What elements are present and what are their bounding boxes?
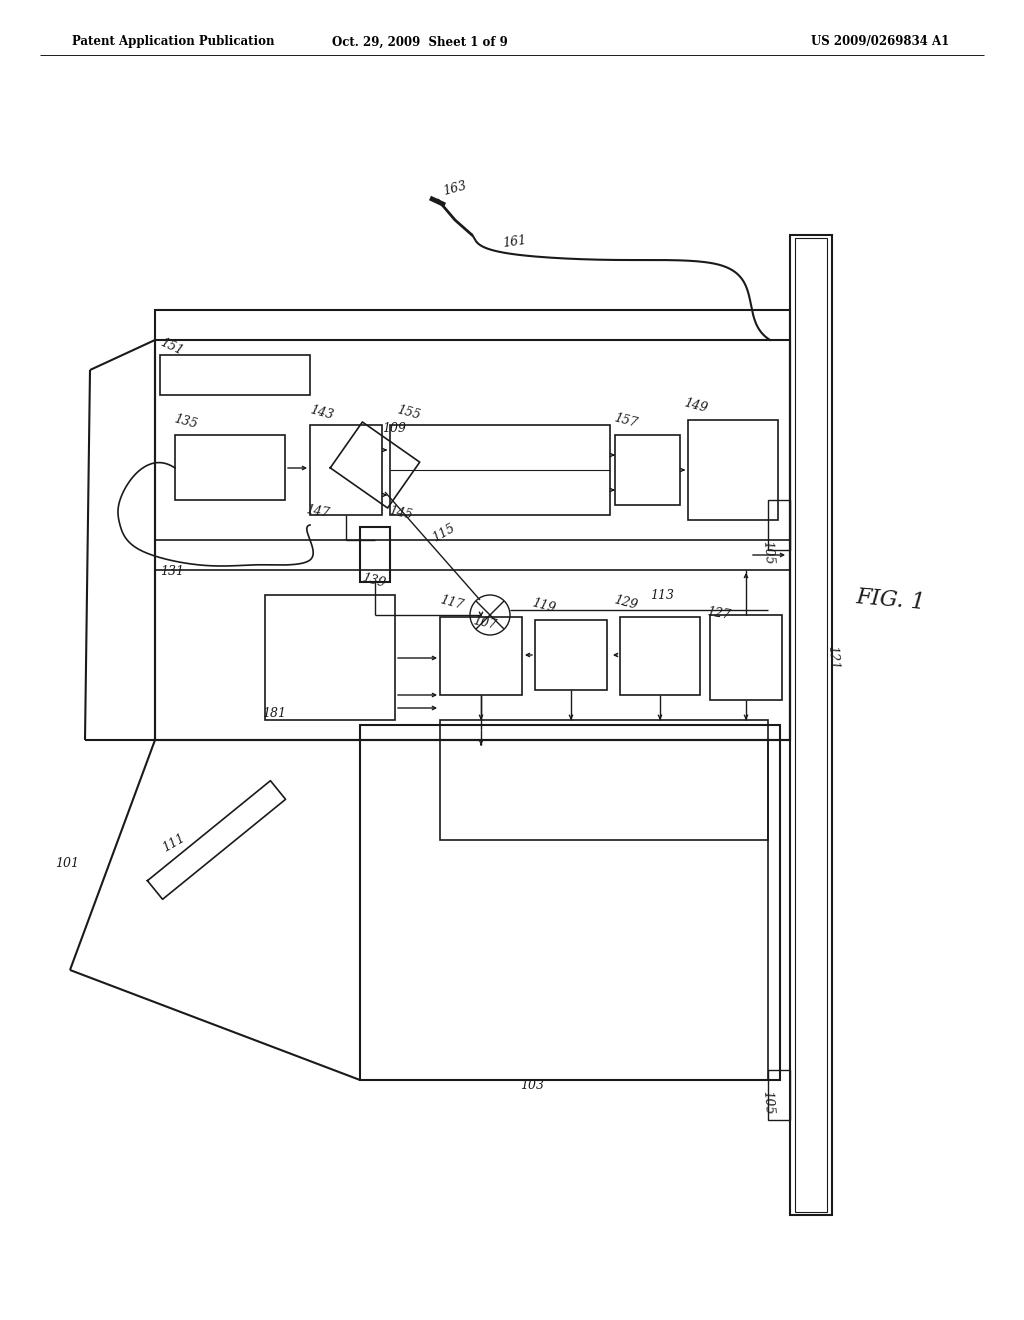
Bar xyxy=(155,540,790,570)
Bar xyxy=(795,238,827,1212)
Text: 151: 151 xyxy=(158,337,185,358)
Bar xyxy=(615,436,680,506)
Text: 119: 119 xyxy=(530,597,557,615)
Text: 143: 143 xyxy=(308,403,335,422)
Text: 113: 113 xyxy=(650,589,674,602)
Bar xyxy=(155,310,790,741)
Bar xyxy=(265,595,395,719)
Text: 129: 129 xyxy=(612,593,639,612)
Text: 103: 103 xyxy=(520,1078,544,1092)
Polygon shape xyxy=(147,780,286,899)
Bar xyxy=(790,235,831,1214)
Text: 145: 145 xyxy=(388,504,414,521)
Bar xyxy=(768,500,790,550)
Text: US 2009/0269834 A1: US 2009/0269834 A1 xyxy=(811,36,949,49)
Text: FIG. 1: FIG. 1 xyxy=(855,586,927,614)
Text: 101: 101 xyxy=(55,857,79,870)
Bar xyxy=(360,527,390,582)
Text: 117: 117 xyxy=(438,593,465,612)
Text: 127: 127 xyxy=(706,605,732,622)
Bar xyxy=(310,425,382,515)
Bar xyxy=(390,425,610,515)
Bar xyxy=(620,616,700,696)
Text: 107: 107 xyxy=(472,614,499,632)
Text: 111: 111 xyxy=(160,832,187,855)
Bar xyxy=(160,355,310,395)
Bar xyxy=(360,725,780,1080)
Text: 155: 155 xyxy=(395,403,422,422)
Bar xyxy=(440,616,522,696)
Text: 105: 105 xyxy=(760,540,775,565)
Text: 161: 161 xyxy=(502,234,527,249)
Text: 121: 121 xyxy=(825,645,840,671)
Text: Oct. 29, 2009  Sheet 1 of 9: Oct. 29, 2009 Sheet 1 of 9 xyxy=(332,36,508,49)
Text: 109: 109 xyxy=(382,422,406,436)
Bar xyxy=(175,436,285,500)
Text: 181: 181 xyxy=(262,708,286,719)
Bar xyxy=(768,1071,790,1119)
Text: 149: 149 xyxy=(682,396,709,414)
Text: 139: 139 xyxy=(360,572,386,590)
Bar xyxy=(710,615,782,700)
Text: 147: 147 xyxy=(305,503,331,520)
Bar xyxy=(440,719,768,840)
Text: 131: 131 xyxy=(160,565,184,578)
Text: 157: 157 xyxy=(612,412,639,430)
Bar xyxy=(688,420,778,520)
Text: Patent Application Publication: Patent Application Publication xyxy=(72,36,274,49)
Text: 105: 105 xyxy=(760,1090,775,1115)
Bar xyxy=(535,620,607,690)
Text: 135: 135 xyxy=(172,412,199,432)
Text: 115: 115 xyxy=(430,521,458,545)
Text: 163: 163 xyxy=(442,180,469,198)
